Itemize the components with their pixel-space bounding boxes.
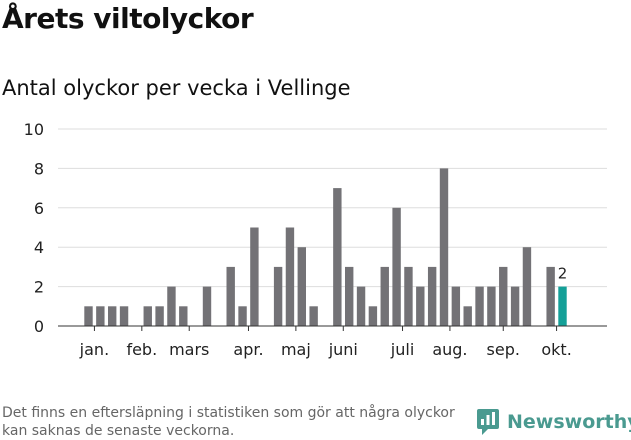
chart-bubble-icon [477, 409, 499, 435]
x-tick-label: feb. [126, 340, 157, 359]
chart-title: Årets viltolyckor [2, 2, 254, 35]
bar [309, 306, 318, 326]
bar [439, 168, 449, 326]
y-tick-label: 8 [34, 159, 44, 178]
x-tick-label: sep. [487, 340, 520, 359]
footnote: Det finns en eftersläpning i statistiken… [2, 405, 455, 439]
bar [238, 306, 247, 326]
bar [297, 247, 306, 326]
x-tick-label: apr. [233, 340, 263, 359]
bar [510, 286, 520, 326]
bar [250, 227, 259, 326]
bar [356, 286, 366, 326]
bar [285, 227, 295, 326]
x-tick-label: maj [281, 340, 311, 359]
bar [155, 306, 164, 326]
bar-chart: 0 2 4 6 8 10 2 jan. feb. mars apr. maj juni juli aug. s… [24, 120, 607, 359]
bar [368, 306, 378, 326]
bar [273, 266, 283, 326]
x-tick-label: juni [328, 340, 358, 359]
y-tick-label: 6 [34, 199, 44, 218]
x-tick-label: aug. [432, 340, 467, 359]
bar [226, 266, 235, 326]
y-tick-label: 2 [34, 278, 44, 297]
bar [179, 306, 188, 326]
data-label: 2 [558, 265, 568, 283]
bar [451, 286, 461, 326]
bar [202, 286, 212, 326]
y-tick-label: 0 [34, 317, 44, 336]
bar [143, 306, 152, 326]
bar [499, 266, 508, 326]
bar [463, 306, 472, 326]
x-tick-label: okt. [541, 340, 571, 359]
bar [345, 266, 354, 326]
bar [416, 286, 425, 326]
bar [427, 266, 437, 326]
chart-subtitle: Antal olyckor per vecka i Vellinge [2, 76, 351, 100]
y-tick-label: 10 [24, 120, 44, 139]
bar [380, 266, 389, 326]
bar [487, 286, 496, 326]
y-tick-label: 4 [34, 238, 44, 257]
bar [119, 306, 129, 326]
x-tick-label: mars [169, 340, 209, 359]
brand-logo[interactable]: Newsworthy [476, 408, 631, 436]
brand-name: Newsworthy [507, 411, 631, 433]
bar [546, 266, 555, 326]
bar [404, 266, 413, 326]
bar [96, 306, 105, 326]
bar [392, 207, 401, 326]
bar-highlight [558, 286, 567, 326]
bar [522, 247, 532, 326]
bar [333, 188, 342, 326]
x-tick-label: juli [390, 340, 414, 359]
bar [167, 286, 176, 326]
bar [84, 306, 93, 326]
bar [108, 306, 117, 326]
bar [475, 286, 484, 326]
x-tick-label: jan. [79, 340, 109, 359]
